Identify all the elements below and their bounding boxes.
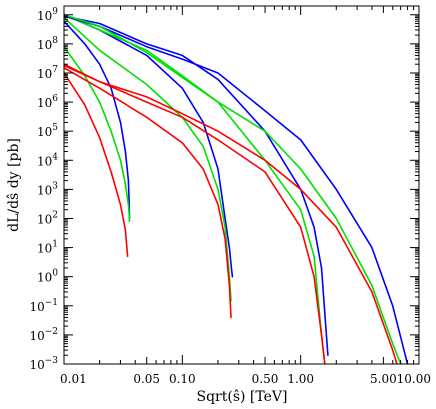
series-line-4 bbox=[64, 14, 234, 278]
y-tick-label: 108 bbox=[37, 36, 58, 52]
series-line-12 bbox=[64, 64, 398, 364]
y-tick-label: 101 bbox=[37, 240, 58, 256]
series-line-11 bbox=[64, 14, 402, 364]
series-line-6 bbox=[64, 67, 232, 319]
x-axis-title: Sqrt(ŝ) [TeV] bbox=[197, 389, 288, 405]
y-tick-label: 10−1 bbox=[29, 298, 58, 314]
x-tick-label: 0.01 bbox=[60, 372, 87, 386]
y-tick-label: 107 bbox=[37, 65, 58, 81]
y-tick-label: 105 bbox=[37, 123, 58, 139]
y-tick-labels: 10−3 10−2 10−1 100 101 102 103 104 105 106 107 108 1… bbox=[29, 7, 58, 372]
series-line-5 bbox=[64, 16, 232, 302]
x-tick-label: 1.00 bbox=[287, 372, 314, 386]
series-line-1 bbox=[64, 20, 131, 220]
y-tick-label: 103 bbox=[37, 181, 58, 197]
x-tick-label: 10.00 bbox=[397, 372, 431, 386]
y-tick-label: 104 bbox=[37, 152, 58, 168]
y-tick-label: 100 bbox=[37, 269, 58, 285]
series-line-10 bbox=[64, 15, 409, 364]
series-line-9 bbox=[64, 63, 326, 364]
axis-ticks bbox=[63, 5, 420, 365]
x-tick-label: 5.00 bbox=[370, 372, 397, 386]
x-tick-labels: 0.01 0.05 0.10 0.50 1.00 5.00 10.00 bbox=[60, 372, 431, 386]
series-line-7 bbox=[64, 15, 329, 357]
y-tick-label: 109 bbox=[37, 7, 58, 23]
y-tick-label: 102 bbox=[37, 211, 58, 227]
series-line-3 bbox=[64, 72, 129, 258]
series-line-8 bbox=[64, 14, 326, 364]
plot-frame bbox=[63, 5, 420, 365]
x-tick-label: 0.10 bbox=[169, 372, 196, 386]
series-line-2 bbox=[64, 45, 131, 223]
y-tick-label: 10−3 bbox=[29, 356, 58, 372]
y-tick-label: 10−2 bbox=[29, 327, 58, 343]
x-tick-label: 0.50 bbox=[252, 372, 279, 386]
y-axis-title: dL/dŝ dy [pb] bbox=[6, 138, 22, 232]
y-tick-label: 106 bbox=[37, 94, 58, 110]
series-curves bbox=[64, 14, 409, 364]
x-tick-label: 0.05 bbox=[133, 372, 160, 386]
